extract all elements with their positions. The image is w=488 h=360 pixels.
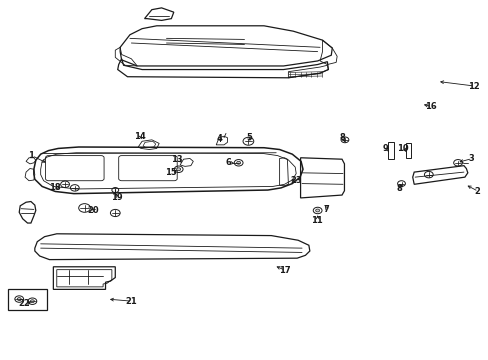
Text: 8: 8	[339, 133, 344, 142]
Text: 8: 8	[396, 184, 402, 193]
Circle shape	[17, 298, 21, 301]
Text: 4: 4	[216, 134, 222, 143]
Text: 22: 22	[18, 299, 30, 308]
Text: 19: 19	[111, 193, 122, 202]
Bar	[8, 289, 47, 310]
Text: 9: 9	[382, 144, 388, 153]
Text: 10: 10	[396, 144, 408, 153]
Circle shape	[236, 161, 240, 164]
Text: 16: 16	[424, 102, 436, 111]
Text: 14: 14	[134, 132, 145, 141]
Bar	[406, 143, 410, 158]
Text: 23: 23	[289, 176, 301, 185]
Text: 15: 15	[165, 168, 177, 177]
Text: 5: 5	[246, 133, 252, 142]
Text: 21: 21	[125, 297, 137, 306]
Text: 18: 18	[49, 183, 61, 192]
Text: 3: 3	[468, 154, 473, 163]
Text: 1: 1	[28, 151, 34, 160]
Circle shape	[176, 168, 180, 171]
Text: 11: 11	[310, 216, 322, 225]
Circle shape	[30, 300, 34, 303]
Bar	[387, 142, 393, 159]
Circle shape	[315, 209, 319, 212]
Text: 13: 13	[171, 155, 183, 164]
Text: 6: 6	[225, 158, 231, 167]
Text: 2: 2	[474, 187, 480, 196]
Text: 7: 7	[323, 205, 328, 214]
Text: 17: 17	[278, 266, 290, 275]
Text: 20: 20	[87, 206, 99, 215]
Text: 12: 12	[467, 82, 479, 91]
